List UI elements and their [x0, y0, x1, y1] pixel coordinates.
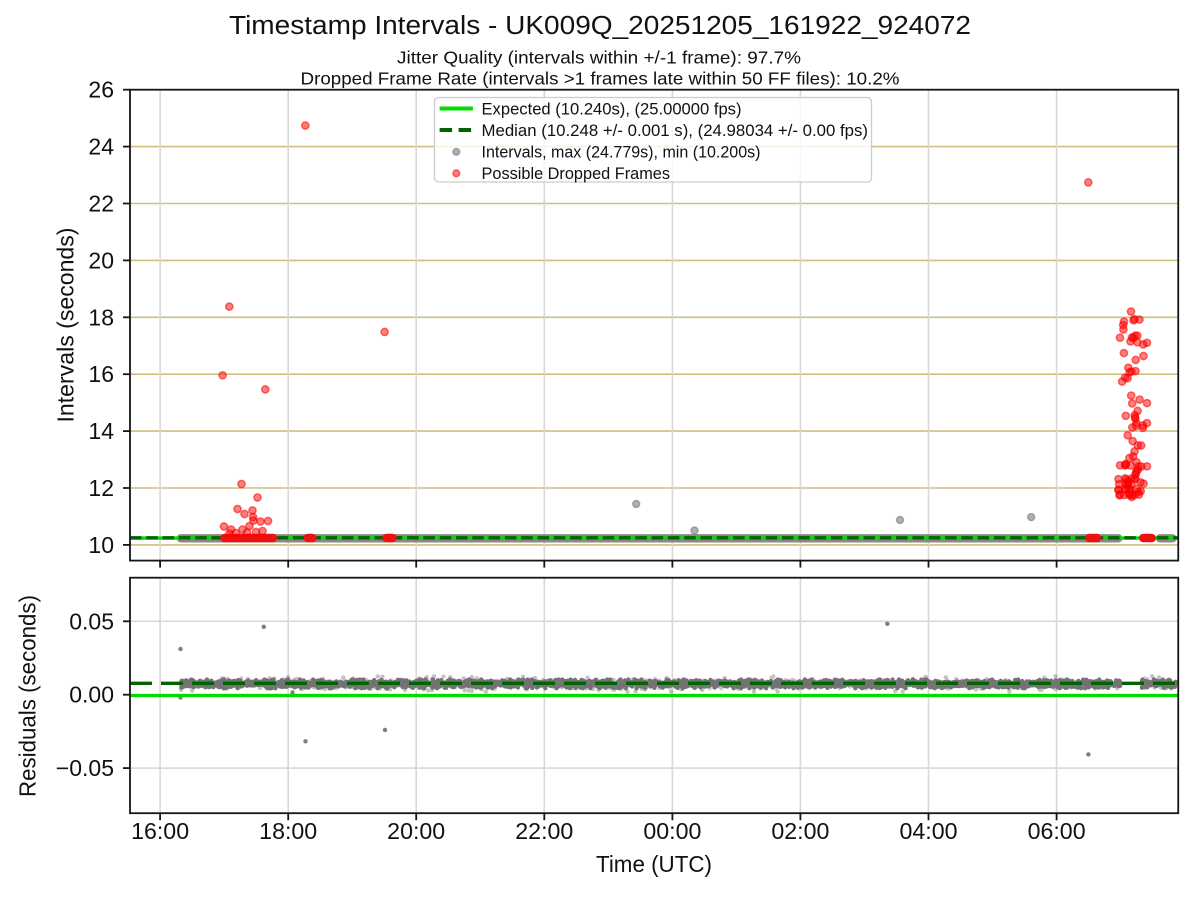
- svg-text:0.00: 0.00: [69, 682, 114, 708]
- svg-text:−0.05: −0.05: [56, 755, 114, 781]
- svg-text:16: 16: [88, 361, 114, 387]
- svg-text:24: 24: [88, 134, 114, 160]
- svg-text:18:00: 18:00: [259, 818, 317, 844]
- svg-text:Intervals (seconds): Intervals (seconds): [53, 228, 79, 423]
- svg-text:Expected (10.240s), (25.00000: Expected (10.240s), (25.00000 fps): [482, 100, 742, 118]
- svg-text:20: 20: [88, 247, 114, 273]
- svg-text:Residuals (seconds): Residuals (seconds): [15, 595, 41, 797]
- svg-text:00:00: 00:00: [643, 818, 701, 844]
- svg-text:14: 14: [88, 418, 114, 444]
- svg-text:02:00: 02:00: [771, 818, 829, 844]
- svg-text:06:00: 06:00: [1028, 818, 1086, 844]
- svg-text:Intervals, max (24.779s), min: Intervals, max (24.779s), min (10.200s): [482, 144, 761, 162]
- svg-text:18: 18: [88, 304, 114, 330]
- svg-text:16:00: 16:00: [131, 818, 189, 844]
- svg-text:26: 26: [88, 77, 114, 103]
- svg-text:12: 12: [88, 475, 114, 501]
- svg-text:Jitter Quality (intervals with: Jitter Quality (intervals within +/-1 fr…: [397, 48, 801, 68]
- svg-text:04:00: 04:00: [900, 818, 958, 844]
- svg-text:Timestamp Intervals - UK009Q_2: Timestamp Intervals - UK009Q_20251205_16…: [229, 12, 971, 40]
- svg-text:0.05: 0.05: [69, 608, 114, 634]
- svg-text:Dropped Frame Rate (intervals: Dropped Frame Rate (intervals >1 frames …: [301, 69, 900, 89]
- svg-text:Possible Dropped Frames: Possible Dropped Frames: [482, 165, 671, 183]
- svg-text:22: 22: [88, 191, 114, 217]
- svg-text:22:00: 22:00: [515, 818, 573, 844]
- svg-text:20:00: 20:00: [387, 818, 445, 844]
- svg-text:Time (UTC): Time (UTC): [596, 851, 712, 877]
- svg-text:Median (10.248 +/- 0.001 s), (: Median (10.248 +/- 0.001 s), (24.98034 +…: [482, 122, 869, 140]
- svg-text:10: 10: [88, 532, 114, 558]
